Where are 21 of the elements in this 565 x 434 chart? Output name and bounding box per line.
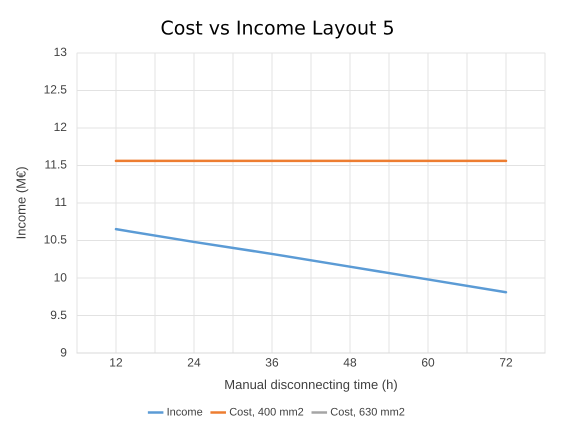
y-tick-label: 9.5: [50, 308, 68, 322]
y-tick-label: 10: [54, 270, 68, 284]
legend-label: Cost, 630 mm2: [330, 406, 405, 419]
y-tick-label: 11: [54, 195, 68, 210]
x-axis-title: Manual disconnecting time (h): [224, 376, 398, 392]
x-tick-label: 12: [109, 356, 123, 370]
x-tick-label: 72: [499, 356, 513, 370]
y-axis-title: Income (M€): [13, 166, 28, 240]
y-tick-label: 11.5: [44, 158, 68, 172]
y-tick-label: 10.5: [44, 232, 68, 247]
x-tick-label: 24: [187, 356, 201, 370]
y-tick-label: 12: [54, 120, 68, 134]
y-tick-label: 12.5: [44, 82, 68, 97]
x-tick-label: 48: [343, 356, 357, 370]
legend-label: Income: [166, 406, 203, 419]
x-tick-label: 36: [265, 356, 279, 370]
y-tick-label: 9: [60, 345, 68, 360]
chart-title: Cost vs Income Layout 5: [160, 17, 395, 40]
x-tick-label: 60: [421, 356, 435, 370]
legend-label: Cost, 400 mm2: [229, 406, 304, 419]
y-tick-label: 13: [54, 45, 68, 60]
